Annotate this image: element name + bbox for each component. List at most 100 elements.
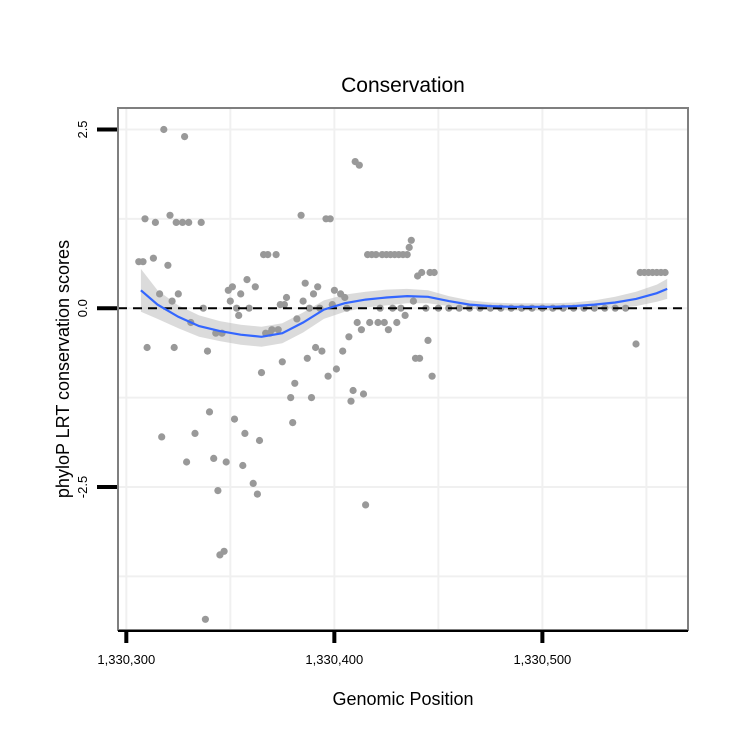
- data-point: [168, 297, 176, 305]
- data-point: [172, 218, 180, 226]
- data-point: [309, 290, 318, 298]
- data-point: [220, 547, 228, 555]
- data-point: [424, 336, 432, 344]
- data-point: [197, 218, 205, 226]
- data-point: [324, 372, 332, 380]
- data-point: [226, 297, 234, 305]
- data-point: [326, 215, 334, 223]
- data-point: [274, 326, 282, 334]
- data-point: [210, 454, 218, 462]
- data-point: [178, 218, 187, 226]
- data-point: [393, 318, 401, 327]
- y-tick-label: 2.5: [75, 120, 90, 138]
- data-point: [289, 419, 297, 427]
- data-point: [272, 251, 280, 259]
- data-point: [355, 161, 363, 169]
- data-point: [416, 354, 424, 362]
- x-tick-label: 1,330,400: [305, 652, 363, 667]
- data-point: [359, 390, 368, 398]
- data-point: [158, 433, 166, 441]
- x-tick-label: 1,330,500: [513, 652, 571, 667]
- data-point: [318, 347, 326, 355]
- data-point: [291, 379, 299, 387]
- data-point: [280, 301, 288, 309]
- data-point: [374, 318, 382, 327]
- x-axis: 1,330,300 1,330,400 1,330,500: [97, 630, 688, 667]
- data-point: [235, 311, 243, 319]
- data-point: [170, 343, 178, 352]
- smooth-line-layer: [140, 287, 668, 338]
- x-axis-label: Genomic Position: [332, 689, 473, 709]
- data-point: [366, 318, 374, 327]
- data-point: [255, 436, 264, 445]
- data-point: [181, 133, 189, 141]
- data-point: [297, 211, 305, 219]
- data-point: [401, 311, 409, 319]
- data-point: [191, 429, 199, 437]
- panel-background: [118, 108, 688, 630]
- data-point: [330, 286, 338, 294]
- data-point: [430, 268, 438, 277]
- data-point: [264, 251, 272, 259]
- data-point: [305, 304, 313, 312]
- data-point: [314, 283, 322, 291]
- y-tick-label: -2.5: [75, 476, 90, 498]
- data-point: [239, 461, 247, 470]
- data-point: [405, 243, 413, 251]
- y-tick-label: 0.0: [75, 299, 90, 317]
- data-point: [185, 218, 193, 226]
- data-point: [384, 326, 392, 334]
- x-tick-label: 1,330,300: [97, 652, 155, 667]
- data-point: [245, 304, 253, 312]
- data-point: [418, 268, 426, 277]
- data-point: [251, 283, 259, 291]
- plot-panel: [117, 107, 689, 631]
- data-point: [409, 297, 417, 305]
- data-point: [174, 290, 182, 298]
- data-point: [590, 304, 599, 312]
- data-point: [228, 283, 236, 291]
- data-point: [397, 304, 405, 312]
- data-point: [661, 268, 669, 277]
- data-point: [407, 236, 415, 244]
- data-point: [233, 304, 241, 312]
- data-point: [282, 293, 291, 302]
- data-point: [353, 318, 361, 327]
- data-point: [243, 276, 251, 284]
- data-point: [278, 358, 286, 366]
- data-point: [253, 490, 261, 498]
- data-point: [156, 290, 164, 298]
- data-point: [349, 386, 357, 395]
- data-point: [237, 290, 245, 298]
- y-axis-label: phyloP LRT conservation scores: [53, 240, 73, 498]
- data-point: [380, 318, 388, 327]
- data-point: [164, 261, 172, 269]
- data-point: [341, 293, 349, 302]
- data-point: [312, 343, 320, 352]
- data-point: [149, 254, 157, 262]
- data-point: [428, 372, 436, 380]
- data-point: [257, 369, 266, 377]
- y-axis: 2.5 0.0 -2.5: [75, 120, 117, 498]
- data-point: [143, 343, 151, 352]
- data-point: [632, 340, 640, 348]
- data-point: [362, 501, 370, 509]
- data-point: [332, 365, 340, 373]
- data-point: [166, 211, 174, 219]
- data-point: [455, 304, 463, 312]
- data-point: [307, 394, 316, 402]
- data-point: [339, 347, 347, 355]
- data-point: [372, 251, 380, 259]
- data-point: [151, 218, 159, 226]
- data-point: [622, 304, 630, 312]
- data-point: [249, 479, 257, 487]
- data-point: [222, 458, 230, 466]
- data-points: [135, 125, 669, 623]
- data-point: [287, 394, 295, 402]
- data-point: [141, 215, 149, 223]
- data-point: [205, 408, 214, 416]
- data-point: [357, 326, 365, 334]
- data-point: [241, 429, 249, 437]
- data-point: [160, 125, 168, 134]
